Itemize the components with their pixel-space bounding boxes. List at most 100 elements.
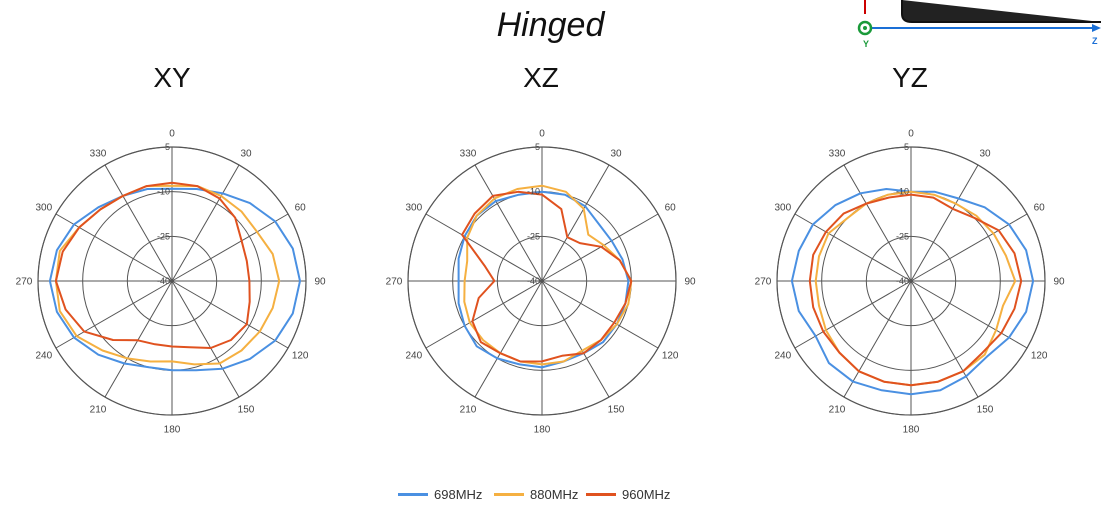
legend-label-698: 698MHz [434,487,483,502]
xy-spoke [104,164,173,282]
yz-angle-label: 210 [829,405,846,416]
xy-spoke [55,280,173,349]
xy-angle-label: 0 [169,129,175,140]
yz-radial-label: -40 [896,276,909,286]
xz-spoke [474,164,543,282]
xz-angle-label: 60 [665,203,677,214]
xz-radial-label: -10 [527,187,540,197]
xy-spoke [171,280,240,398]
xz-angle-label: 90 [684,277,696,288]
xy-spoke [171,213,289,282]
yz-angle-label: 270 [755,277,772,288]
xy-angle-label: 60 [295,203,307,214]
yz-spoke [843,164,912,282]
yz-spoke [794,213,912,282]
xy-angle-label: 90 [314,277,326,288]
xz-angle-label: 120 [662,351,679,362]
xz-angle-label: 300 [405,203,422,214]
yz-angle-label: 0 [908,129,914,140]
legend: 698MHz 880MHz 960MHz [0,487,1101,507]
legend-item-960: 960MHz [586,487,670,502]
xz-angle-label: 210 [460,405,477,416]
yz-spoke [794,280,912,349]
yz-spoke [910,280,979,398]
xy-spoke [171,164,240,282]
yz-angle-label: 180 [903,425,920,436]
yz-spoke [910,164,979,282]
yz-spoke [910,213,1028,282]
xz-spoke [541,164,610,282]
polar-plots: -40-25-105030609012015018021024027030033… [16,129,1065,436]
yz-angle-label: 150 [977,405,994,416]
xz-spoke [425,280,543,349]
xz-angle-label: 30 [610,148,622,159]
phone-outline-icon [901,0,1101,23]
xz-series-960mhz [461,190,633,363]
yz-polar-plot: -40 -25 -10 5 0 30 60 90 120 150 180 210 240 270 300 33… [755,129,1065,436]
xy-plot-title: XY [153,62,191,93]
xz-radial-label: -25 [527,231,540,241]
xz-spoke [541,280,610,398]
yz-radial-label: -25 [896,231,909,241]
xz-angle-label: 240 [405,351,422,362]
yz-spoke [910,280,1028,349]
yz-plot-title: YZ [892,62,928,93]
z-axis-arrow-icon [1092,24,1101,32]
xz-spoke [541,280,659,349]
xz-angle-label: 0 [539,129,545,140]
xz-angle-label: 150 [608,405,625,416]
yz-angle-label: 330 [829,148,846,159]
legend-label-880: 880MHz [530,487,579,502]
xy-series-698mhz [48,187,301,372]
xz-radial-label: 5 [535,142,540,152]
xy-series-960mhz [54,181,251,349]
legend-swatch-698 [398,493,428,496]
y-axis-dot [863,26,867,30]
xy-radial-label: -25 [157,231,170,241]
xz-spoke [474,280,543,398]
xz-spoke [425,213,543,282]
legend-item-698: 698MHz [398,487,482,502]
xy-angle-label: 150 [238,405,255,416]
yz-radial-label: 5 [904,142,909,152]
xy-spoke [55,213,173,282]
xy-spoke [171,280,289,349]
axes-orientation-widget: Y Z [857,0,1101,49]
xz-radial-label: -40 [527,276,540,286]
xz-series-880mhz [463,184,633,366]
xz-angle-label: 270 [386,277,403,288]
yz-angle-label: 90 [1053,277,1065,288]
xz-polar-plot: -40 -25 -10 5 0 30 60 90 120 150 180 210 240 270 300 33… [386,129,696,436]
yz-series-698mhz [790,188,1035,396]
yz-angle-label: 120 [1031,351,1048,362]
xz-angle-label: 330 [460,148,477,159]
xy-angle-label: 270 [16,277,33,288]
xy-angle-label: 300 [35,203,52,214]
z-axis-label: Z [1092,36,1098,46]
xz-plot-title: XZ [523,62,559,93]
xy-polar-plot: -40 -25 -10 5 0 30 60 90 120 150 180 210 240 270 300 33… [16,129,326,436]
legend-item-880: 880MHz [494,487,578,502]
xy-angle-label: 240 [35,351,52,362]
xy-radial-label: -10 [157,187,170,197]
yz-radial-label: -10 [896,187,909,197]
xz-angle-label: 180 [534,425,551,436]
xy-radial-label: 5 [165,142,170,152]
yz-angle-label: 240 [774,351,791,362]
xy-angle-label: 180 [164,425,181,436]
xy-angle-label: 210 [90,405,107,416]
yz-spoke [843,280,912,398]
yz-series-960mhz [808,193,1023,387]
xz-series-698mhz [457,190,630,369]
xy-angle-label: 30 [240,148,252,159]
legend-swatch-880 [494,493,524,496]
y-axis-label: Y [863,39,869,49]
xy-spoke [104,280,173,398]
xy-radial-label: -40 [157,276,170,286]
chart-title: Hinged [496,6,605,44]
xy-angle-label: 120 [292,351,309,362]
yz-angle-label: 30 [979,148,991,159]
legend-swatch-960 [586,493,616,496]
legend-label-960: 960MHz [622,487,671,502]
yz-angle-label: 60 [1034,203,1046,214]
